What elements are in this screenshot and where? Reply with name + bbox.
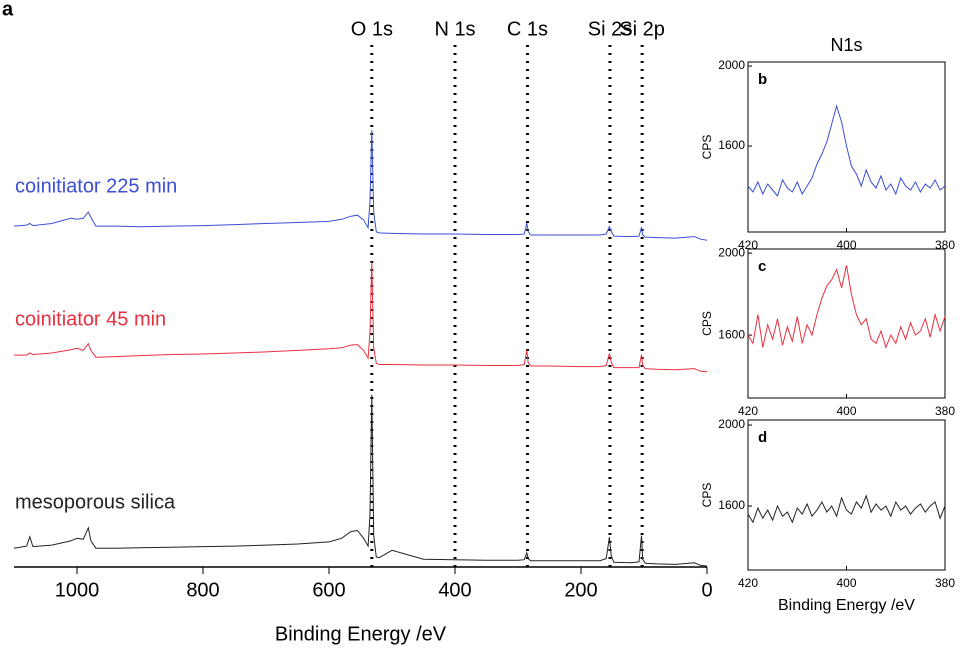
x-tick-label: 420 — [738, 576, 758, 590]
series-label: coinitiator 225 min — [15, 175, 177, 197]
x-axis-label: Binding Energy /eV — [778, 597, 915, 614]
peak-label: Si 2p — [619, 18, 665, 40]
panel-letter: d — [758, 429, 767, 446]
spectrum-line — [13, 394, 708, 567]
peak-label: C 1s — [507, 18, 548, 40]
spectrum-line — [747, 104, 946, 198]
x-tick-label: 0 — [701, 579, 712, 601]
y-tick-label: 2000 — [718, 245, 745, 259]
plot-frame — [747, 419, 946, 571]
peak-label: O 1s — [351, 18, 393, 40]
x-tick-label: 400 — [836, 404, 856, 418]
x-tick-label: 400 — [836, 576, 856, 590]
x-tick-label: 600 — [312, 579, 345, 601]
x-tick-label: 380 — [935, 404, 955, 418]
y-axis-label: CPS — [700, 135, 714, 160]
x-tick-label: 200 — [564, 579, 597, 601]
y-tick-label: 2000 — [718, 417, 745, 431]
y-tick-label: 1600 — [718, 498, 745, 512]
spectrum-line — [747, 494, 946, 524]
x-tick-label: 380 — [935, 576, 955, 590]
panel-letter: c — [758, 258, 766, 275]
panel-letter: b — [758, 71, 767, 88]
series-label: mesoporous silica — [15, 491, 176, 513]
panel-letter: a — [2, 0, 14, 20]
x-axis-label: Binding Energy /eV — [275, 623, 447, 645]
y-tick-label: 2000 — [718, 58, 745, 72]
y-axis-label: CPS — [700, 311, 714, 336]
x-tick-label: 400 — [438, 579, 471, 601]
peak-label: N 1s — [434, 18, 475, 40]
x-tick-label: 420 — [738, 404, 758, 418]
peak-label: Si 2s — [588, 18, 632, 40]
panel-title: N1s — [830, 35, 862, 55]
y-tick-label: 1600 — [718, 327, 745, 341]
x-tick-label: 400 — [836, 238, 856, 252]
y-tick-label: 1600 — [718, 138, 745, 152]
spectrum-line — [14, 262, 708, 373]
y-axis-label: CPS — [700, 483, 714, 508]
plot-frame — [747, 248, 946, 399]
series-label: coinitiator 45 min — [15, 308, 166, 330]
x-tick-label: 1000 — [55, 579, 100, 601]
spectrum-line — [13, 130, 708, 241]
x-tick-label: 800 — [186, 579, 219, 601]
spectrum-line — [747, 265, 946, 349]
